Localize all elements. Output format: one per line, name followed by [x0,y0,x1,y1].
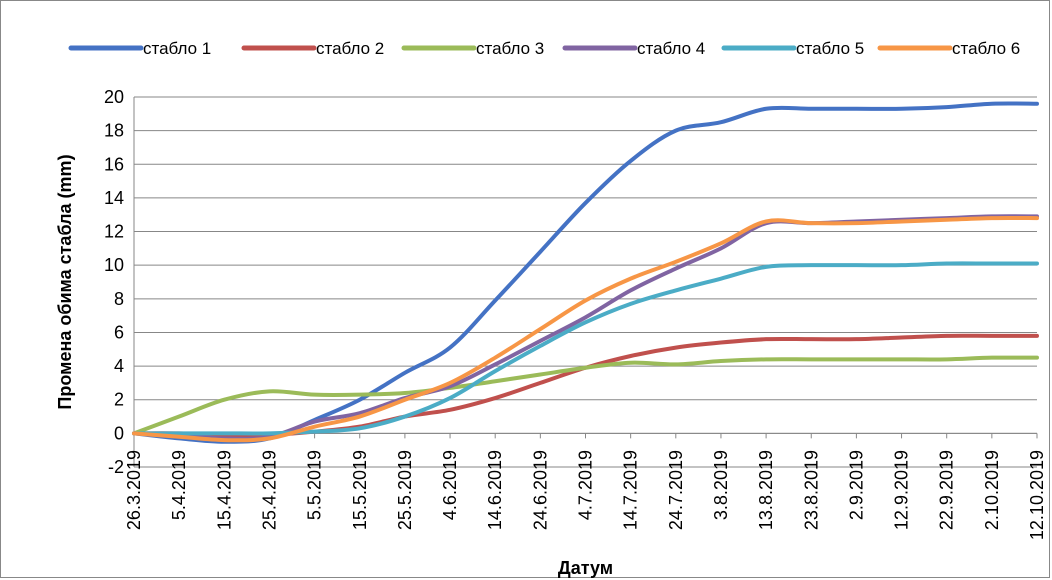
x-tick-label: 3.8.2019 [711,450,731,520]
legend-label: стабло 5 [796,39,864,58]
y-tick-labels: -2 0 2 4 6 8 10 12 14 16 18 20 [104,87,124,477]
series-lines [132,101,1039,444]
x-tick-label: 4.7.2019 [576,450,596,520]
x-tick-label: 4.6.2019 [440,450,460,520]
x-tick-label: 24.7.2019 [666,450,686,530]
x-tick-labels: 26.3.2019 5.4.2019 15.4.2019 25.4.2019 5.5.2… [124,450,1047,540]
x-tick-label: 25.5.2019 [395,450,415,530]
y-tick-label: 16 [104,154,124,174]
x-tick-label: 5.5.2019 [305,450,325,520]
legend-label: стабло 2 [316,39,384,58]
x-tick-label: 2.9.2019 [846,450,866,520]
y-axis-title: Промена обима стабла (mm) [55,154,75,409]
series-line-4 [132,214,1039,441]
y-tick-label: 8 [114,289,124,309]
x-axis-title: Датум [558,558,613,578]
x-tick-label: 25.4.2019 [259,450,279,530]
x-tick-label: 23.8.2019 [801,450,821,530]
legend-label: стабло 6 [952,39,1020,58]
legend-label: стабло 4 [637,39,705,58]
x-tick-label: 12.10.2019 [1027,450,1047,540]
series-line-3 [132,355,1039,436]
y-tick-label: 20 [104,87,124,107]
x-tick-label: 24.6.2019 [530,450,550,530]
series-line-5 [132,261,1039,436]
y-tick-label: 12 [104,222,124,242]
x-tick-label: 15.5.2019 [350,450,370,530]
legend-label: стабло 3 [476,39,544,58]
y-tick-label: 0 [114,423,124,443]
x-tick-label: 12.9.2019 [892,450,912,530]
x-tick-label: 5.4.2019 [169,450,189,520]
y-tick-label: 4 [114,356,124,376]
y-tick-label: 14 [104,188,124,208]
series-line-6 [132,215,1039,443]
x-tick-label: 14.7.2019 [621,450,641,530]
x-tick-label: 2.10.2019 [982,450,1002,530]
gridlines [134,96,1037,468]
x-tick-label: 26.3.2019 [124,450,144,530]
legend-label: стабло 1 [143,39,211,58]
x-tick-label: 15.4.2019 [214,450,234,530]
y-tick-label: -2 [108,457,124,477]
y-tick-label: 10 [104,255,124,275]
series-line-2 [132,333,1039,438]
y-tick-label: 6 [114,322,124,342]
axes [133,97,1038,467]
x-tick-label: 14.6.2019 [485,450,505,530]
x-tick-label: 13.8.2019 [756,450,776,530]
legend: стабло 1 стабло 2 стабло 3 стабло 4 стабло 5… [68,39,1020,58]
y-tick-label: 18 [104,121,124,141]
x-tick-label: 22.9.2019 [937,450,957,530]
y-tick-label: 2 [114,390,124,410]
